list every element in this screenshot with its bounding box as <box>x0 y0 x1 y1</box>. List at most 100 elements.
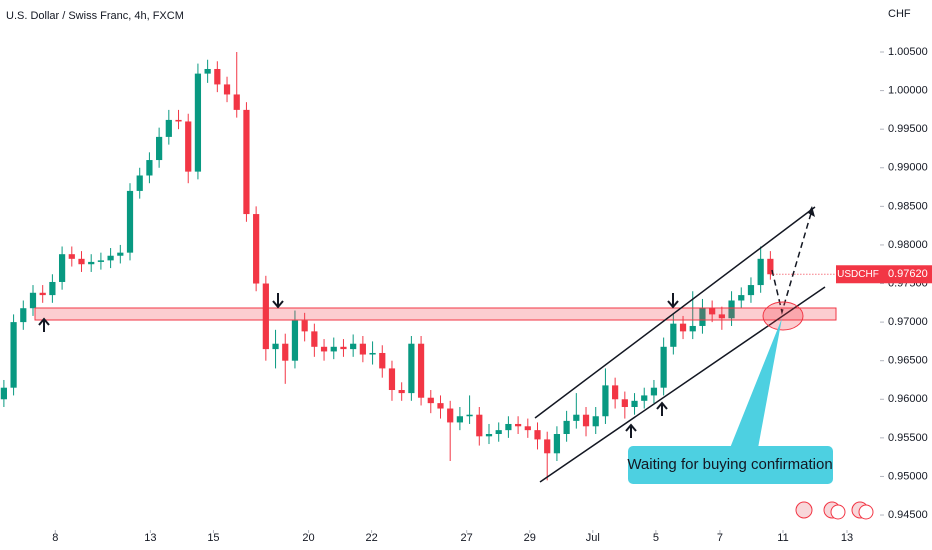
projection-arrowhead <box>808 206 815 217</box>
candle-body <box>602 385 609 417</box>
candle-body <box>612 385 619 400</box>
candle-body <box>262 283 269 350</box>
candle-body <box>582 414 590 427</box>
candle-body <box>650 387 658 396</box>
projection-path <box>771 209 813 315</box>
y-tick-label: 0.99500 <box>888 123 928 135</box>
candle-body <box>330 346 337 352</box>
x-tick-label: 15 <box>207 532 219 544</box>
candle-body <box>709 308 716 315</box>
x-tick-label: 8 <box>52 532 58 544</box>
candle-body <box>272 343 279 350</box>
candle-body <box>398 390 405 394</box>
y-tick-label: 0.95000 <box>888 470 928 482</box>
candle-body <box>117 252 124 256</box>
candle-body <box>165 119 172 137</box>
candle-body <box>447 408 454 423</box>
x-tick-label: Jul <box>586 532 600 544</box>
x-tick-label: 11 <box>777 532 788 544</box>
candle-body <box>660 346 667 388</box>
candle-body <box>495 430 502 435</box>
candle-body <box>621 399 628 407</box>
candle-body <box>97 260 105 262</box>
candle-body <box>524 426 531 431</box>
y-tick-label: 0.96000 <box>888 393 928 405</box>
candle-body <box>718 314 725 319</box>
callout-pointer <box>730 318 782 448</box>
candle-body <box>243 109 250 215</box>
y-tick-label: 1.00500 <box>888 46 928 58</box>
candle-body <box>39 292 46 296</box>
candle-body <box>466 414 473 417</box>
candle-body <box>68 254 75 259</box>
y-tick-label: 0.97000 <box>888 316 928 328</box>
candle-body <box>544 439 551 454</box>
y-tick-label: 0.95500 <box>888 432 928 444</box>
event-icons <box>795 501 874 520</box>
candle-body <box>253 214 260 284</box>
candle-body <box>58 254 66 282</box>
y-tick-label: 0.96500 <box>888 355 928 367</box>
callout-box <box>628 446 833 484</box>
candle-body <box>408 343 415 394</box>
candle-body <box>427 397 434 404</box>
symbol-label: USDCHF <box>837 269 879 280</box>
candle-body <box>301 320 308 332</box>
candle-body <box>320 346 328 352</box>
candle-body <box>49 281 56 296</box>
candle-body <box>359 343 366 355</box>
candle-body <box>107 255 114 261</box>
candle-body <box>738 295 745 301</box>
candle-body <box>757 258 764 286</box>
candle-body <box>553 434 561 454</box>
candle-body <box>20 308 27 323</box>
candle-body <box>456 416 463 423</box>
candle-body <box>340 346 347 350</box>
candle-body <box>631 400 638 407</box>
candle-body <box>563 420 570 435</box>
channel-upper <box>534 206 816 419</box>
candle-body <box>282 343 289 361</box>
candle-body <box>156 136 163 161</box>
channel-lower <box>539 286 826 483</box>
candle-body <box>223 84 231 95</box>
plot-area: 0.94500 0.95000 0.95500 0.96000 0.96500 0.970… <box>0 46 928 544</box>
candle-body <box>29 292 37 309</box>
candle-body <box>534 430 541 440</box>
candle-body <box>437 403 444 409</box>
candle-body <box>0 387 7 400</box>
candle-body <box>194 73 202 172</box>
candle-body <box>699 308 706 326</box>
price-tag <box>880 265 932 284</box>
candle-body <box>88 261 95 265</box>
candle-body <box>175 119 182 122</box>
candle-body <box>350 343 357 350</box>
y-tick-label: 0.94500 <box>888 509 928 521</box>
candle-body <box>126 190 134 253</box>
signal-arrows <box>38 293 679 438</box>
candle-body <box>10 322 17 388</box>
candle-body <box>146 160 153 176</box>
candle-body <box>369 352 376 355</box>
candle-body <box>291 320 299 361</box>
candle-body <box>417 343 425 398</box>
y-tick-label: 0.98000 <box>888 239 928 251</box>
price-label: 0.97620 <box>888 268 928 280</box>
candle-body <box>641 395 648 401</box>
candle-body <box>136 175 143 191</box>
candle-body <box>204 68 211 74</box>
candle-body <box>185 121 192 172</box>
candle-body <box>485 434 493 437</box>
chart-title: U.S. Dollar / Swiss Franc, 4h, FXCM <box>6 10 184 22</box>
x-tick-label: 13 <box>841 532 853 544</box>
candle-body <box>311 331 318 347</box>
x-tick-label: 27 <box>461 532 473 544</box>
candle-body <box>689 325 696 332</box>
x-tick-label: 22 <box>365 532 377 544</box>
candle-body <box>388 368 396 391</box>
candle-body <box>214 68 221 85</box>
support-zone <box>34 307 837 321</box>
y-tick-label: 1.00000 <box>888 85 928 97</box>
candle-body <box>670 323 677 347</box>
symbol-tag <box>836 265 880 284</box>
